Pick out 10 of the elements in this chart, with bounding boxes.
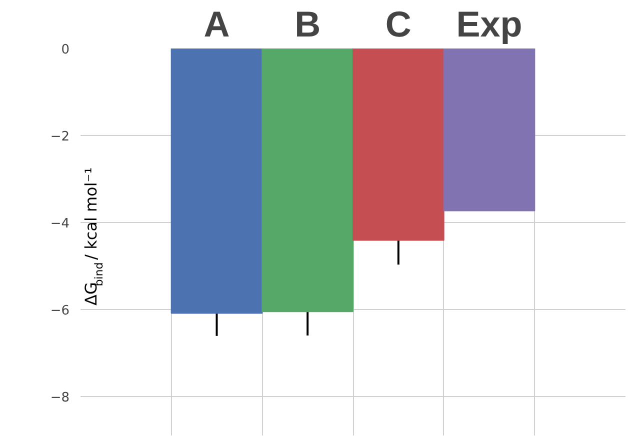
y-tick-label: −8 — [50, 390, 70, 406]
y-tick-label: −6 — [50, 303, 70, 318]
x-tick-label: B — [294, 4, 321, 44]
x-tick-label: Exp — [456, 4, 522, 44]
y-axis-title: ΔGbind/ kcal mol⁻¹ — [82, 167, 106, 306]
y-tick-label: −4 — [50, 216, 70, 232]
y-tick-label: 0 — [61, 42, 70, 58]
y-tick-label: −2 — [50, 129, 70, 144]
x-tick-label: C — [385, 4, 412, 44]
x-tick-label: A — [204, 4, 230, 44]
